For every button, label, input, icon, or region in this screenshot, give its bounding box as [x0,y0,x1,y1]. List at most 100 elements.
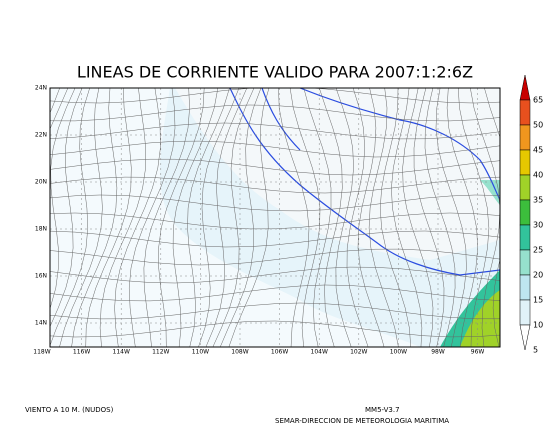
colorbar-label: 5 [533,346,538,355]
colorbar-swatch [519,99,531,126]
streamline [50,248,500,266]
colorbar-cap [519,324,531,351]
streamline [379,88,411,347]
streamline [50,212,500,230]
streamline [50,284,500,302]
streamline [50,320,500,338]
map-title: LINEAS DE CORRIENTE VALIDO PARA 2007:1:2… [77,63,473,82]
colorbar-label: 45 [533,146,543,155]
streamline [128,88,176,347]
lon-label: 102W [350,349,367,356]
colorbar-label: 50 [533,121,543,130]
colorbar-cap [519,74,531,101]
streamline [50,88,86,328]
lat-label: 22N [35,132,47,139]
colorbar-label: 15 [533,296,543,305]
colorbar-swatch [519,249,531,276]
footer-agency: SEMAR-DIRECCION DE METEOROLOGIA MARITIMA [275,417,449,425]
colorbar-swatch [519,149,531,176]
colorbar-label: 35 [533,196,543,205]
lat-label: 14N [35,320,47,327]
streamline [484,88,500,347]
lon-label: 114W [113,349,130,356]
streamline [500,88,522,348]
streamline [158,88,205,347]
streamline [114,88,161,347]
footer-left: VIENTO A 10 M. (NUDOS) [25,406,114,414]
colorbar-swatch [519,274,531,301]
streamline [435,88,467,347]
streamline [50,88,98,347]
streamline [424,88,456,347]
lon-label: 108W [231,349,248,356]
colorbar-label: 30 [533,221,543,230]
lon-label: 118W [33,349,50,356]
colorbar-label: 40 [533,171,543,180]
streamline [50,122,500,140]
streamline [413,88,445,347]
streamline [278,88,310,347]
streamline [50,104,500,122]
colorbar-swatch [519,224,531,251]
streamline [59,88,110,347]
streamline [50,194,500,212]
lon-label: 110W [192,349,209,356]
streamline [391,88,423,347]
colorbar: 65 50 45 40 35 30 25 20 15 10 5 [519,74,543,355]
streamline [470,88,500,347]
lon-label: 98W [431,349,445,356]
streamline [446,88,478,347]
lon-label: 116W [73,349,90,356]
streamline [50,302,500,320]
streamline [71,88,122,347]
calm-area [50,88,420,347]
streamline [50,176,500,194]
colorbar-label: 10 [533,321,543,330]
colorbar-swatch [519,174,531,201]
lon-label: 104W [311,349,328,356]
streamline [172,88,219,347]
streamline [368,88,399,347]
lon-label: 112W [152,349,169,356]
lon-label: 106W [271,349,288,356]
lat-label: 16N [35,273,47,280]
wind-higher [460,290,500,347]
streamline [50,88,500,104]
streamline [457,88,490,347]
streamline [228,88,278,347]
streamline [198,88,240,347]
streamline [303,88,332,347]
streamline [335,88,354,347]
streamline [99,88,146,347]
streamline [289,88,321,347]
streamline [319,88,343,347]
colorbar-swatch [519,199,531,226]
streamline [219,88,266,347]
lat-label: 18N [35,226,47,233]
streamline [50,158,500,176]
streamline [50,88,76,310]
streamline [50,140,500,158]
streamline [357,88,385,347]
colorbar-swatch [519,124,531,151]
streamline [187,88,230,347]
streamline [212,88,255,347]
streamline [85,88,134,347]
wind-mid [480,180,500,205]
lat-label: 24N [35,85,47,92]
streamline [50,230,500,248]
footer-model: MM5-V3.7 [365,406,400,414]
lat-label: 20N [35,179,47,186]
map [49,87,522,348]
colorbar-label: 20 [533,271,543,280]
map-frame [49,87,501,348]
streamline [50,266,500,284]
colorbar-label: 25 [533,246,543,255]
colorbar-swatch [519,299,531,326]
lon-label: 100W [390,349,407,356]
streamline [205,88,248,347]
land-area [175,88,500,260]
colorbar-label: 65 [533,96,543,105]
lon-label: 96W [471,349,485,356]
